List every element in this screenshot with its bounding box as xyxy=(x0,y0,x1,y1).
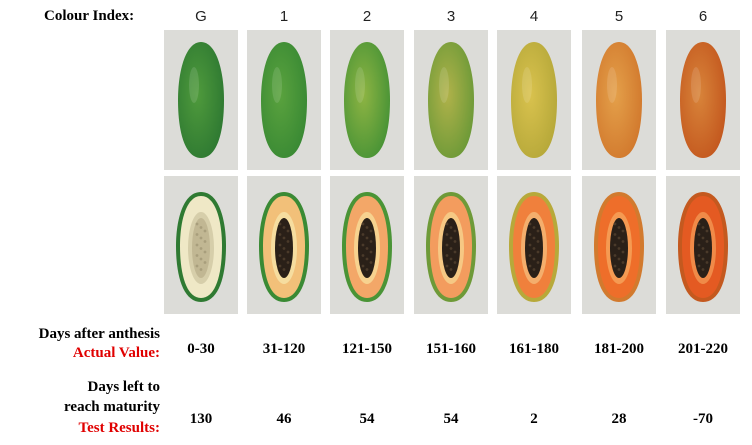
cut-papaya-image xyxy=(666,176,740,314)
colour-index-3: 3 xyxy=(446,8,456,25)
whole-papaya-image xyxy=(414,30,488,170)
days-after-anthesis-label: Days after anthesis xyxy=(38,326,160,342)
days-after-anthesis-value: 181-200 xyxy=(594,341,644,357)
days-left-value: -70 xyxy=(693,411,713,427)
test-results-label: Test Results: xyxy=(78,420,160,436)
colour-index-G: G xyxy=(195,8,207,25)
days-left-label-line2: reach maturity xyxy=(64,399,160,415)
days-after-anthesis-value: 201-220 xyxy=(678,341,728,357)
colour-index-1: 1 xyxy=(279,8,289,25)
days-after-anthesis-value: 31-120 xyxy=(262,341,306,357)
whole-papaya-image xyxy=(666,30,740,170)
actual-value-label: Actual Value: xyxy=(72,345,160,361)
days-after-anthesis-value: 161-180 xyxy=(509,341,559,357)
days-left-value: 2 xyxy=(530,411,538,427)
cut-papaya-image xyxy=(247,176,321,314)
whole-papaya-image xyxy=(247,30,321,170)
whole-papaya-image xyxy=(330,30,404,170)
colour-index-label: Colour Index: xyxy=(44,8,135,24)
days-after-anthesis-value: 121-150 xyxy=(342,341,392,357)
days-left-value: 54 xyxy=(359,411,375,427)
whole-papaya-image xyxy=(497,30,571,170)
whole-papaya-image xyxy=(582,30,656,170)
days-after-anthesis-value: 0-30 xyxy=(187,341,215,357)
days-left-value: 54 xyxy=(443,411,459,427)
days-left-label-line1: Days left to xyxy=(87,379,160,395)
days-left-value: 28 xyxy=(611,411,627,427)
cut-papaya-image xyxy=(582,176,656,314)
whole-papaya-image xyxy=(164,30,238,170)
days-left-value: 46 xyxy=(276,411,292,427)
cut-papaya-image xyxy=(164,176,238,314)
days-left-value: 130 xyxy=(189,411,213,427)
cut-papaya-image xyxy=(414,176,488,314)
colour-index-4: 4 xyxy=(529,8,539,25)
days-after-anthesis-value: 151-160 xyxy=(426,341,476,357)
cut-papaya-image xyxy=(497,176,571,314)
colour-index-5: 5 xyxy=(614,8,624,25)
cut-papaya-image xyxy=(330,176,404,314)
colour-index-2: 2 xyxy=(362,8,372,25)
colour-index-6: 6 xyxy=(698,8,708,25)
